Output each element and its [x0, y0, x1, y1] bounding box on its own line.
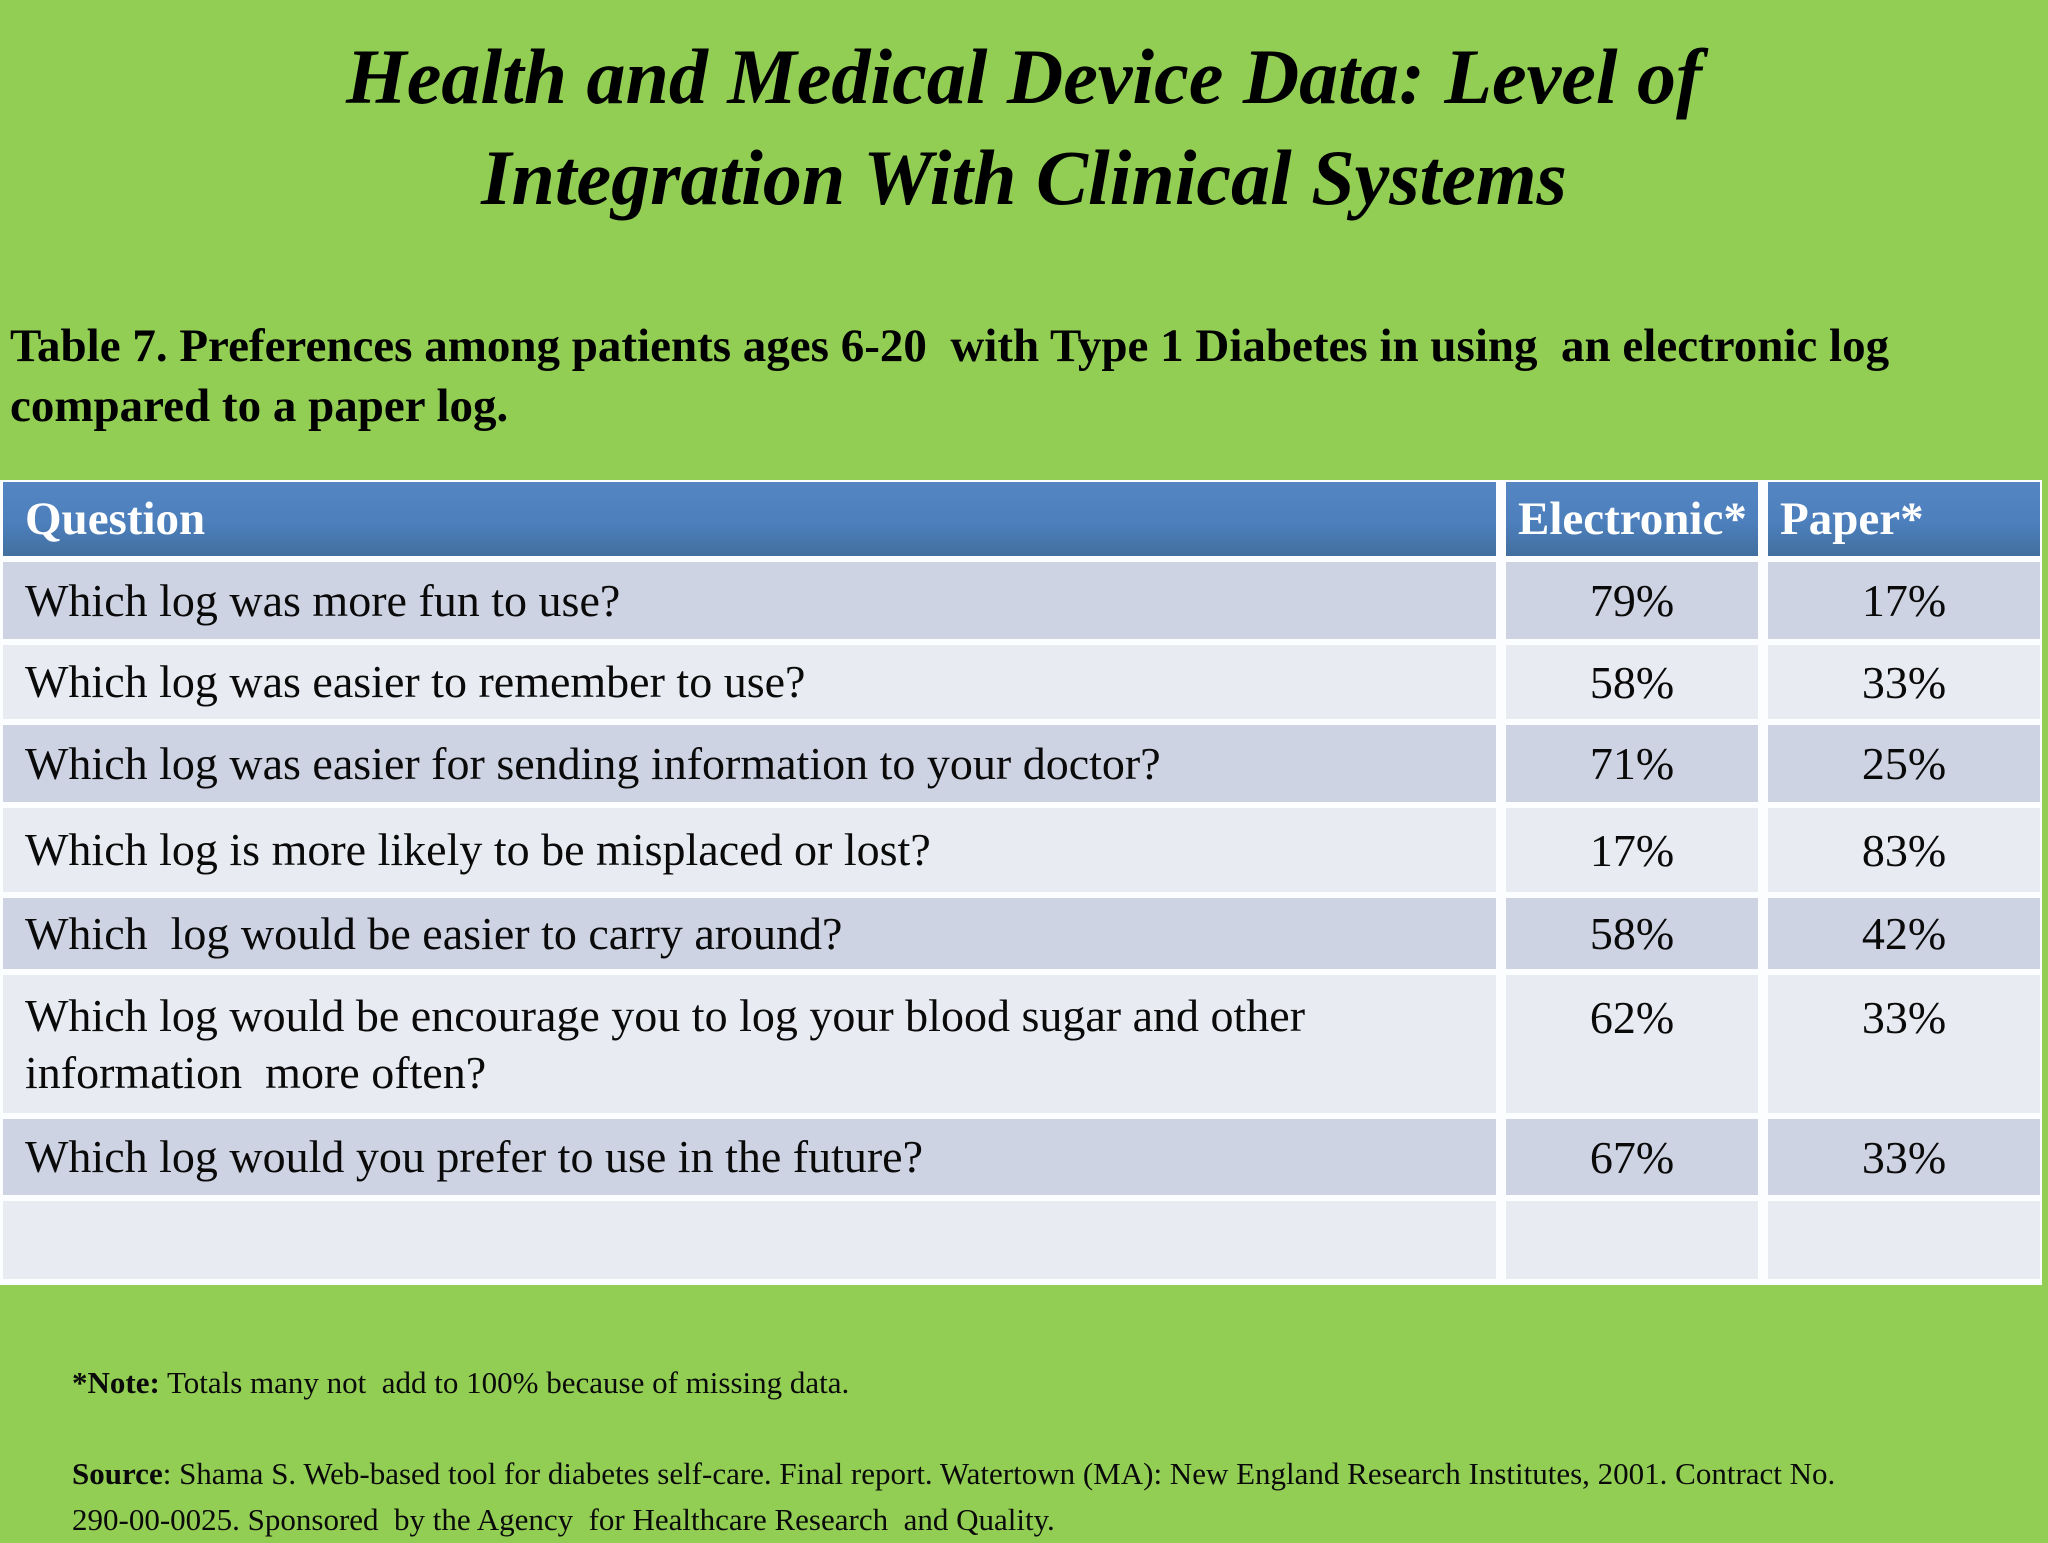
paper-value-cell: 33%	[1768, 975, 2040, 1113]
electronic-value-cell: 58%	[1506, 645, 1758, 719]
electronic-value-cell: 79%	[1506, 562, 1758, 639]
question-cell: Which log is more likely to be misplaced…	[3, 808, 1496, 892]
question-cell: Which log would be easier to carry aroun…	[3, 898, 1496, 969]
footnote-source-text: : Shama S. Web-based tool for diabetes s…	[72, 1456, 1844, 1537]
footnote-note-text: Totals many not add to 100% because of m…	[159, 1365, 850, 1400]
preferences-table: Question Electronic* Paper* Which log wa…	[0, 480, 2042, 1285]
paper-value-cell: 42%	[1768, 898, 2040, 969]
table-caption: Table 7. Preferences among patients ages…	[10, 320, 1901, 432]
paper-value-cell: 25%	[1768, 725, 2040, 802]
slide-title-line1: Health and Medical Device Data: Level of	[346, 33, 1702, 120]
slide-title-line2: Integration With Clinical Systems	[481, 134, 1567, 222]
question-cell: Which log would be encourage you to log …	[3, 975, 1496, 1113]
paper-value-cell	[1768, 1201, 2040, 1279]
header-cell-electronic: Electronic*	[1506, 482, 1758, 556]
question-cell: Which log was easier to remember to use?	[3, 645, 1496, 719]
electronic-value-cell: 17%	[1506, 808, 1758, 892]
footnote-note: *Note: Totals many not add to 100% becau…	[72, 1365, 849, 1401]
electronic-value-cell: 62%	[1506, 975, 1758, 1113]
paper-value-cell: 33%	[1768, 645, 2040, 719]
question-cell: Which log was easier for sending informa…	[3, 725, 1496, 802]
electronic-value-cell	[1506, 1201, 1758, 1279]
paper-value-cell: 17%	[1768, 562, 2040, 639]
question-cell	[3, 1201, 1496, 1279]
slide-title: Health and Medical Device Data: Level of…	[0, 26, 2048, 229]
electronic-value-cell: 67%	[1506, 1119, 1758, 1195]
footnote-source-label: Source	[72, 1456, 163, 1491]
footnote-source: Source: Shama S. Web-based tool for diab…	[72, 1451, 1877, 1543]
electronic-value-cell: 71%	[1506, 725, 1758, 802]
question-cell: Which log was more fun to use?	[3, 562, 1496, 639]
question-cell: Which log would you prefer to use in the…	[3, 1119, 1496, 1195]
header-cell-question: Question	[3, 482, 1496, 556]
paper-value-cell: 83%	[1768, 808, 2040, 892]
electronic-value-cell: 58%	[1506, 898, 1758, 969]
header-cell-paper: Paper*	[1768, 482, 2040, 556]
footnote-note-label: *Note:	[72, 1365, 160, 1400]
paper-value-cell: 33%	[1768, 1119, 2040, 1195]
